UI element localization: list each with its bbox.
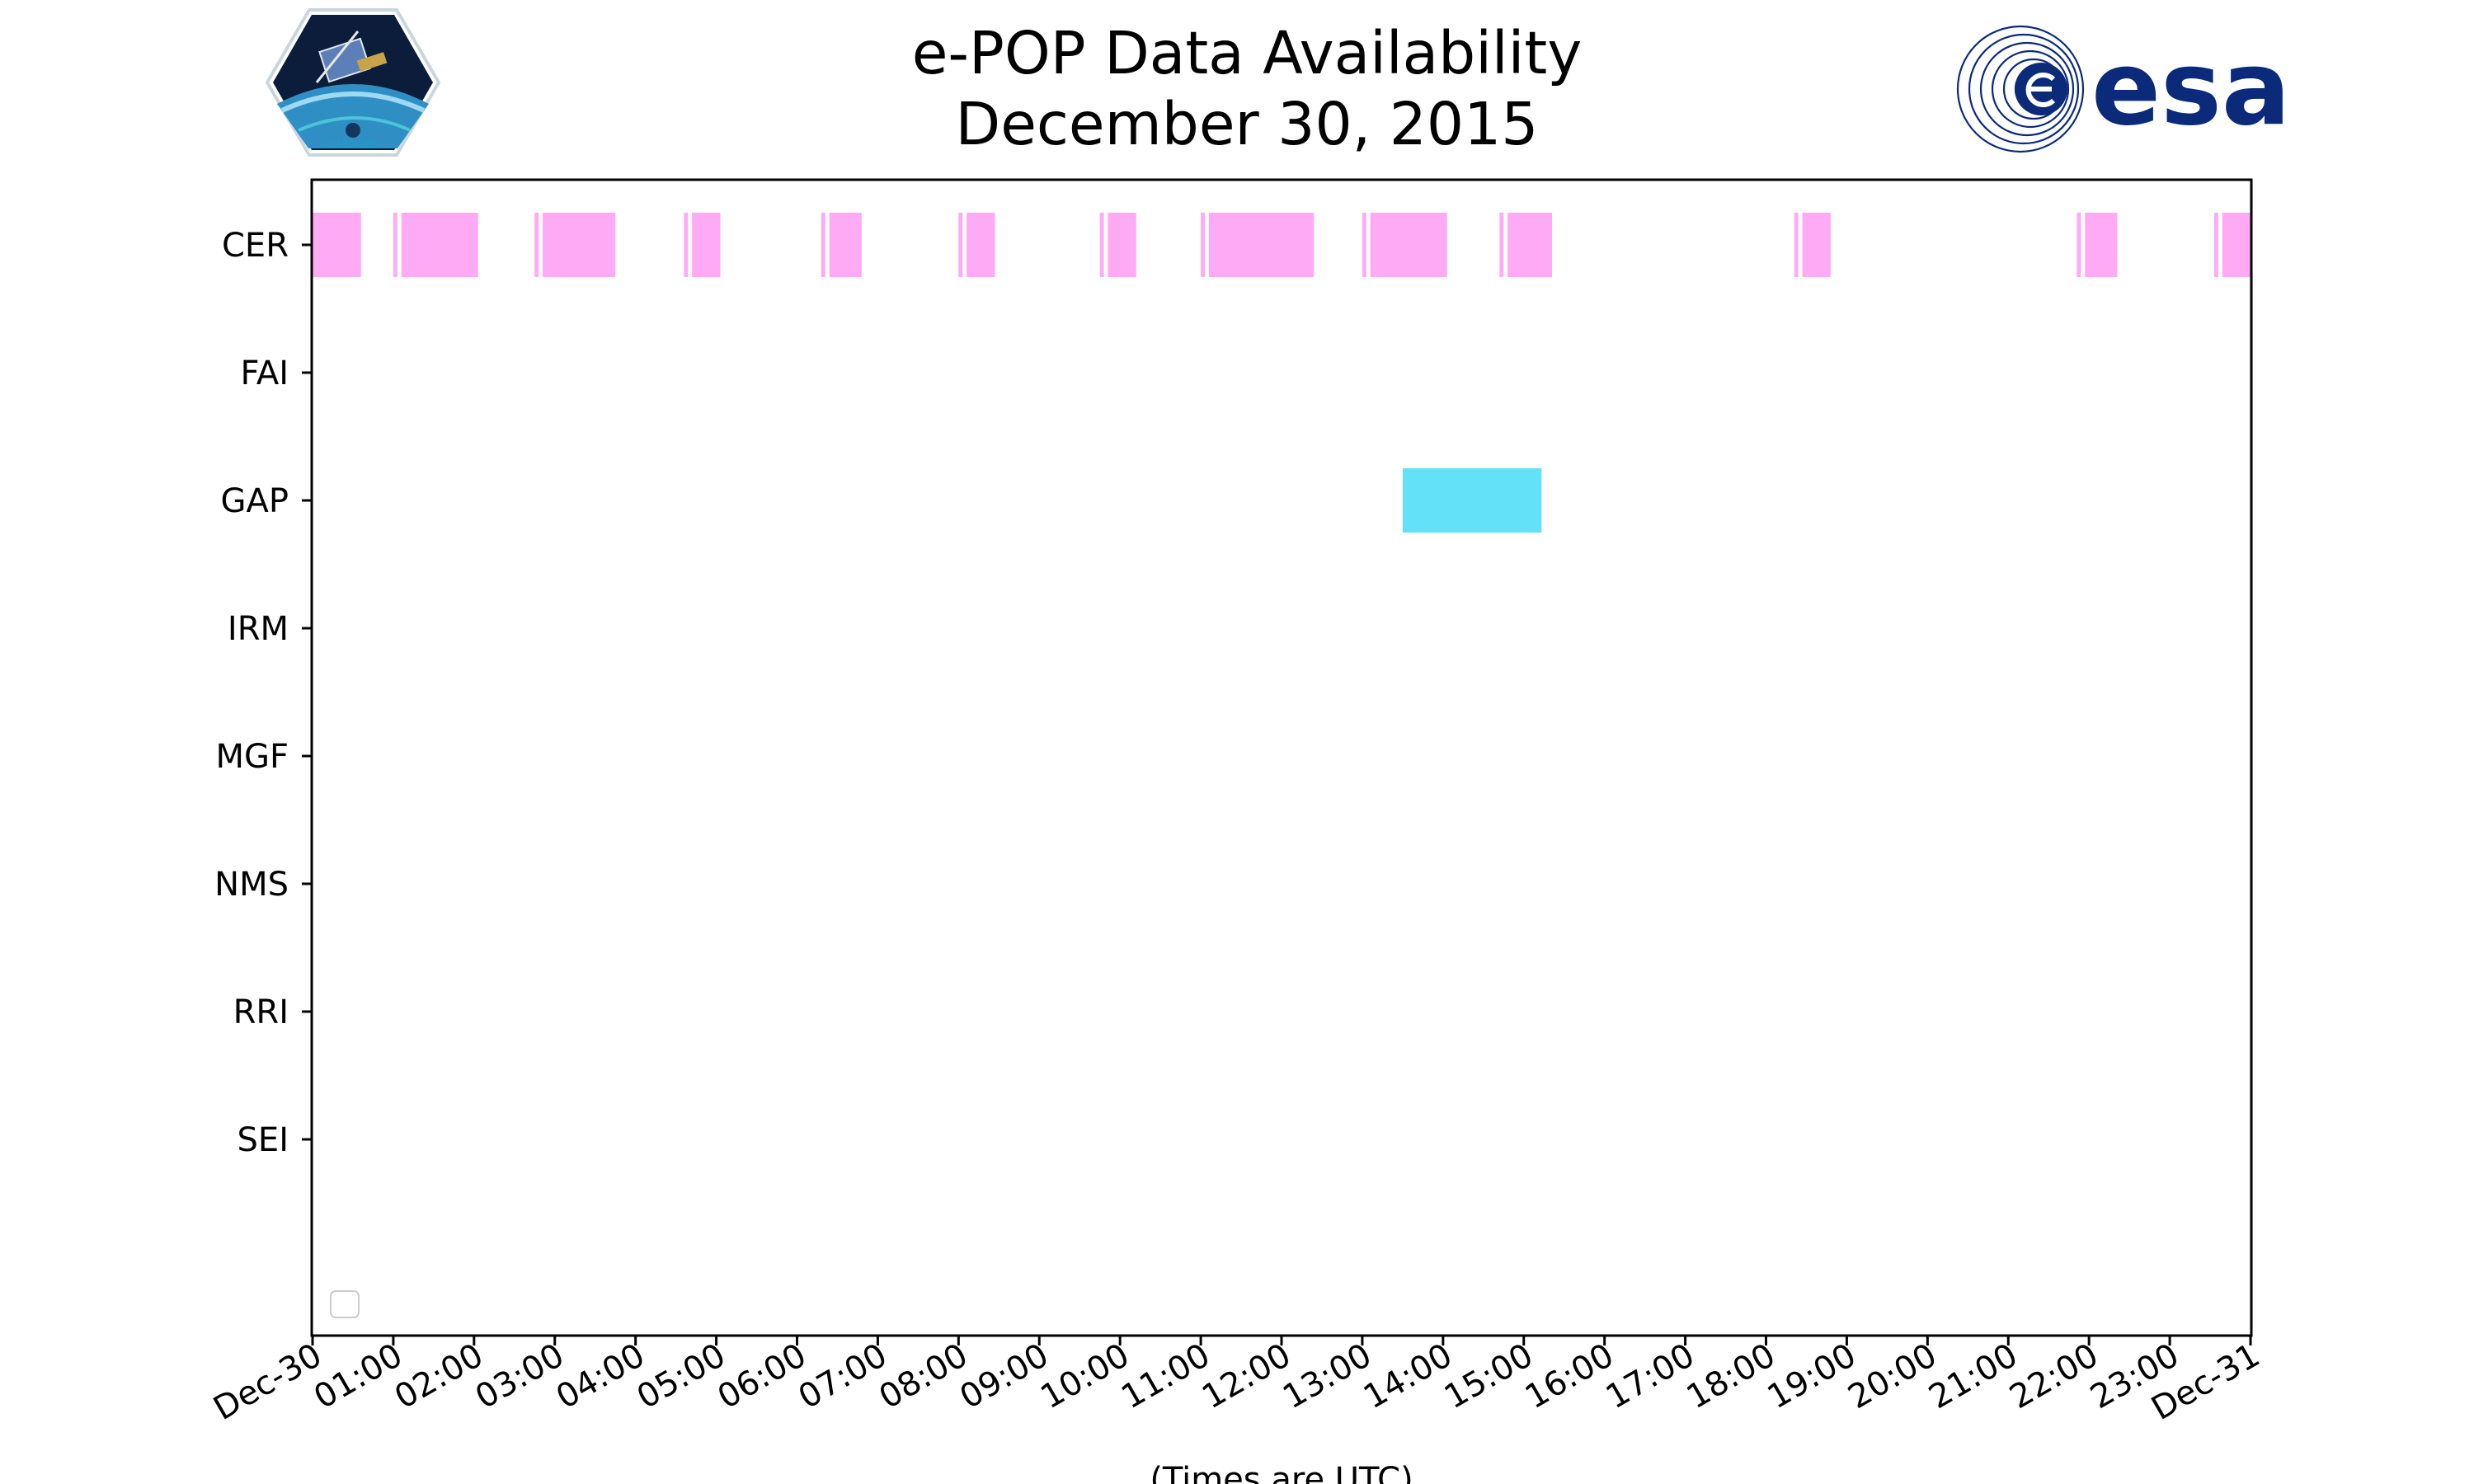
x-axis: Dec-3001:0002:0003:0004:0005:0006:0007:0… bbox=[207, 1336, 2266, 1428]
x-tick-label: 03:00 bbox=[469, 1336, 571, 1416]
availability-bar-cer bbox=[1370, 213, 1447, 277]
satellite-icon bbox=[315, 31, 388, 83]
availability-bar-cer bbox=[1108, 213, 1136, 277]
x-tick-label: 15:00 bbox=[1438, 1336, 1540, 1416]
chart-title-line2: December 30, 2015 bbox=[955, 90, 1539, 158]
x-tick-label: 07:00 bbox=[793, 1336, 894, 1416]
availability-bar-cer bbox=[2213, 213, 2218, 277]
x-tick-label: 08:00 bbox=[872, 1336, 974, 1416]
availability-bar-cer bbox=[534, 213, 539, 277]
esa-logo-text: esa bbox=[2091, 30, 2291, 148]
availability-bar-cer bbox=[1507, 213, 1553, 277]
x-tick-label: 06:00 bbox=[712, 1336, 813, 1416]
x-tick-label: 09:00 bbox=[953, 1336, 1055, 1416]
y-tick-label: RRI bbox=[233, 993, 289, 1031]
availability-bar-cer bbox=[2222, 213, 2251, 277]
availability-bar-cer bbox=[1794, 213, 1799, 277]
y-tick-label: FAI bbox=[241, 355, 289, 392]
availability-bar-cer bbox=[1362, 213, 1366, 277]
x-tick-label: 05:00 bbox=[631, 1336, 732, 1416]
x-tick-label: 11:00 bbox=[1115, 1336, 1216, 1416]
chart-title-line1: e-POP Data Availability bbox=[911, 19, 1583, 87]
chart-bars bbox=[313, 213, 2251, 533]
availability-bar-cer bbox=[1099, 213, 1104, 277]
availability-bar-gap bbox=[1402, 468, 1542, 533]
x-tick-label: 20:00 bbox=[1841, 1336, 1943, 1416]
availability-bar-cer bbox=[967, 213, 995, 277]
x-tick-label: 17:00 bbox=[1600, 1336, 1701, 1416]
availability-bar-cer bbox=[313, 213, 361, 277]
x-tick-label: 14:00 bbox=[1357, 1336, 1459, 1416]
x-tick-label: 02:00 bbox=[388, 1336, 490, 1416]
availability-bar-cer bbox=[821, 213, 825, 277]
y-tick-label: IRM bbox=[228, 610, 289, 648]
availability-bar-cer bbox=[2085, 213, 2118, 277]
availability-bar-cer bbox=[829, 213, 862, 277]
y-tick-label: NMS bbox=[214, 866, 289, 904]
x-tick-label: 01:00 bbox=[308, 1336, 409, 1416]
y-tick-label: MGF bbox=[215, 738, 289, 776]
x-tick-label: 16:00 bbox=[1519, 1336, 1620, 1416]
x-tick-label: 12:00 bbox=[1196, 1336, 1297, 1416]
plot-frame bbox=[310, 178, 2253, 1337]
availability-bar-cer bbox=[684, 213, 689, 277]
esa-logo: esa bbox=[1956, 25, 2291, 153]
availability-bar-cer bbox=[1201, 213, 1205, 277]
x-tick-label: 21:00 bbox=[1922, 1336, 2024, 1416]
y-axis: CER FAI GAP IRM MGF NMS RRI SEI bbox=[214, 227, 312, 1159]
availability-bar-cer bbox=[1499, 213, 1504, 277]
x-tick-label: 19:00 bbox=[1761, 1336, 1863, 1416]
x-tick-label: 13:00 bbox=[1277, 1336, 1378, 1416]
x-tick-label: 04:00 bbox=[550, 1336, 651, 1416]
availability-bar-cer bbox=[401, 213, 478, 277]
y-tick-label: SEI bbox=[238, 1121, 289, 1159]
availability-bar-cer bbox=[393, 213, 397, 277]
x-axis-label: (Times are UTC) bbox=[1150, 1461, 1413, 1484]
availability-bar-cer bbox=[1208, 213, 1315, 277]
availability-bar-cer bbox=[1802, 213, 1831, 277]
legend-box bbox=[330, 1290, 360, 1318]
availability-bar-cer bbox=[543, 213, 616, 277]
x-tick-label: 10:00 bbox=[1034, 1336, 1136, 1416]
x-tick-label: 18:00 bbox=[1681, 1336, 1782, 1416]
chart-title: e-POP Data Availability December 30, 201… bbox=[0, 18, 2474, 160]
availability-bar-cer bbox=[692, 213, 721, 277]
y-tick-label: CER bbox=[222, 227, 289, 265]
availability-bar-cer bbox=[958, 213, 963, 277]
cassiope-logo: CASSIOPE bbox=[266, 8, 440, 157]
cassiope-logo-text: CASSIOPE bbox=[328, 139, 378, 149]
x-tick-label: 22:00 bbox=[2003, 1336, 2105, 1416]
availability-bar-cer bbox=[2077, 213, 2081, 277]
y-tick-label: GAP bbox=[221, 482, 289, 520]
